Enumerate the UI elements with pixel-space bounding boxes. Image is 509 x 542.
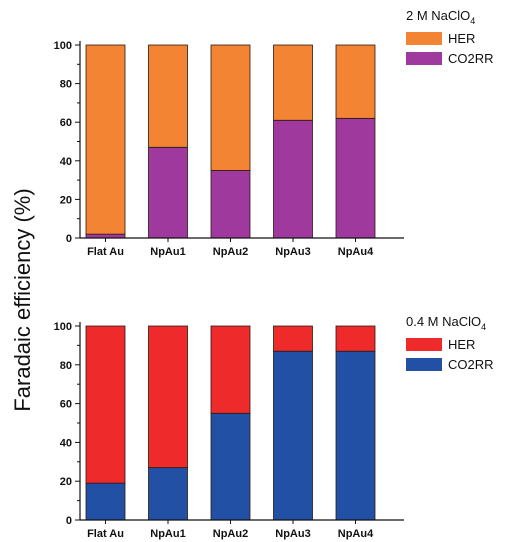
legend-label-her: HER — [448, 337, 475, 352]
y-tick-label-40: 40 — [60, 437, 72, 449]
bar-her-flat-au — [85, 325, 126, 484]
bar-co2rr-npau4 — [335, 117, 376, 239]
x-tick-label-npau4: NpAu4 — [338, 528, 374, 540]
bar-her-npau1 — [148, 44, 188, 148]
panel-title: 0.4 M NaClO4 — [406, 314, 486, 332]
y-tick-label-0: 0 — [66, 233, 72, 245]
bar-co2rr-npau3 — [273, 119, 313, 239]
y-tick-label-100: 100 — [54, 40, 72, 52]
bar-co2rr-npau4 — [335, 350, 376, 521]
bar-her-npau4 — [335, 44, 376, 119]
y-tick-label-100: 100 — [54, 321, 72, 333]
y-tick-label-20: 20 — [60, 194, 72, 206]
bar-her-npau2 — [210, 44, 251, 171]
x-tick-label-npau2: NpAu2 — [213, 246, 248, 258]
y-tick-label-0: 0 — [66, 515, 72, 527]
legend-label-her: HER — [448, 31, 475, 46]
x-tick-label-flat-au: Flat Au — [87, 528, 124, 540]
legend-swatch-her — [406, 338, 442, 351]
y-tick-label-60: 60 — [60, 117, 72, 129]
y-tick-label-80: 80 — [60, 360, 72, 372]
y-axis-title: Faradaic efficiency (%) — [10, 188, 35, 411]
panel-title: 2 M NaClO4 — [406, 8, 475, 26]
bar-her-flat-au — [85, 44, 126, 235]
bar-her-npau2 — [210, 325, 251, 414]
x-tick-label-npau2: NpAu2 — [213, 528, 248, 540]
legend-swatch-co2rr — [406, 52, 442, 65]
bar-co2rr-flat-au — [85, 482, 126, 521]
y-tick-label-20: 20 — [60, 476, 72, 488]
bar-her-npau1 — [148, 325, 188, 469]
x-tick-label-npau1: NpAu1 — [150, 246, 185, 258]
bar-co2rr-npau1 — [148, 146, 188, 239]
y-tick-label-40: 40 — [60, 156, 72, 168]
panel-0-4m-naclo4: Flat Au NpAu1 NpAu2 NpAu3 NpAu4 0 20 40 60 80 100 0… — [54, 314, 494, 540]
legend-swatch-her — [406, 32, 442, 45]
y-tick-label-80: 80 — [60, 79, 72, 91]
x-tick-label-flat-au: Flat Au — [87, 246, 124, 258]
bar-co2rr-npau1 — [148, 467, 188, 521]
legend-label-co2rr: CO2RR — [448, 357, 494, 372]
x-tick-label-npau4: NpAu4 — [338, 246, 374, 258]
x-tick-label-npau3: NpAu3 — [275, 528, 310, 540]
bar-her-npau3 — [273, 325, 313, 352]
panel-2m-naclo4: Flat Au NpAu1 NpAu2 NpAu3 NpAu4 0 20 40 60 80 100 2… — [54, 8, 494, 258]
bar-co2rr-npau2 — [210, 170, 251, 239]
legend-swatch-co2rr — [406, 358, 442, 371]
bar-her-npau3 — [273, 44, 313, 121]
x-tick-label-npau1: NpAu1 — [150, 528, 185, 540]
y-tick-label-60: 60 — [60, 399, 72, 411]
x-tick-label-npau3: NpAu3 — [275, 246, 310, 258]
legend-label-co2rr: CO2RR — [448, 51, 494, 66]
bar-co2rr-npau3 — [273, 350, 313, 521]
bar-co2rr-npau2 — [210, 412, 251, 521]
bar-her-npau4 — [335, 325, 376, 352]
